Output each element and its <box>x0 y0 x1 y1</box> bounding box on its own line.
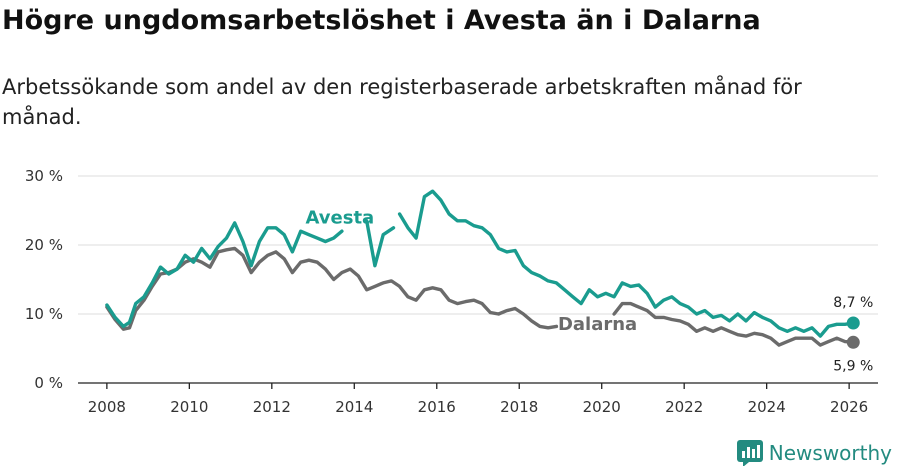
end-label-avesta: 8,7 % <box>833 295 873 311</box>
x-tick-label: 2024 <box>748 398 786 416</box>
y-tick-label: 30 % <box>25 167 63 185</box>
axes: 0 % 10 % 20 % 30 % 2008 2010 2012 2014 2016 2018 2… <box>25 167 878 416</box>
chart-title: Högre ungdomsarbetslöshet i Avesta än i … <box>2 5 761 36</box>
series-label-avesta: Avesta <box>306 208 375 229</box>
x-tick-label: 2020 <box>583 398 621 416</box>
x-tick-label: 2010 <box>170 398 208 416</box>
y-tick-label: 20 % <box>25 236 63 254</box>
x-tick-label: 2018 <box>500 398 538 416</box>
line-chart: 0 % 10 % 20 % 30 % 2008 2010 2012 2014 2016 2018 2… <box>25 167 878 416</box>
grid-lines <box>78 175 878 315</box>
newsworthy-logo[interactable]: Newsworthy <box>736 438 892 468</box>
series <box>105 189 860 349</box>
x-tick-label: 2022 <box>665 398 703 416</box>
x-tick-label: 2026 <box>830 398 868 416</box>
x-tick-label: 2008 <box>88 398 126 416</box>
end-point-dalarna <box>846 335 860 349</box>
end-label-dalarna: 5,9 % <box>833 358 873 374</box>
x-tick-label: 2016 <box>418 398 456 416</box>
end-point-avesta <box>846 316 860 330</box>
series-line-avesta <box>105 189 855 338</box>
series-line-dalarna <box>105 246 855 347</box>
y-tick-label: 10 % <box>25 305 63 323</box>
chart-subtitle: Arbetssökande som andel av den registerb… <box>2 75 802 129</box>
x-tick-label: 2012 <box>253 398 291 416</box>
series-label-dalarna: Dalarna <box>558 314 637 335</box>
brand-name: Newsworthy <box>768 441 892 465</box>
x-tick-label: 2014 <box>335 398 373 416</box>
newsworthy-logo-icon <box>736 440 763 466</box>
series-labels: Avesta Dalarna 8,7 % 5,9 % <box>306 208 874 375</box>
y-tick-label: 0 % <box>34 374 63 392</box>
